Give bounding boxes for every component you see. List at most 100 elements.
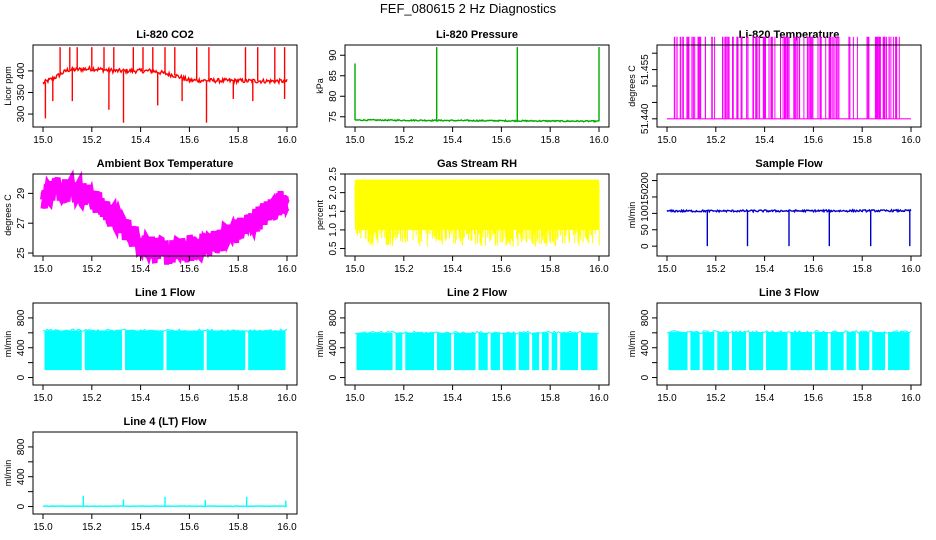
x-tick-label: 15.4 [755, 264, 775, 275]
x-tick-label: 15.0 [33, 135, 53, 146]
y-tick-label: 0 [640, 243, 651, 249]
y-tick-label: 0 [16, 374, 27, 380]
series-p9 [666, 329, 912, 371]
panel-p9: Line 3 Flow 15.0 15.2 15.4 15.6 15.8 16.0 0 400 8… [627, 287, 922, 404]
series-line [40, 169, 290, 259]
y-tick-label: 51.440 [640, 103, 651, 134]
x-tick-label: 15.4 [131, 135, 151, 146]
series-block [872, 332, 886, 371]
series-block [44, 330, 82, 371]
x-tick-label: 15.2 [394, 393, 414, 404]
x-tick-label: 16.0 [901, 135, 921, 146]
plot-frame [32, 173, 298, 257]
panel-p8: Line 2 Flow 15.0 15.2 15.4 15.6 15.8 16.0 0 400 8… [315, 287, 610, 404]
series-top [42, 328, 288, 333]
series-block [830, 332, 844, 371]
panel-title: Line 1 Flow [135, 287, 195, 299]
plot-frame [32, 44, 298, 128]
x-tick-label: 15.6 [804, 135, 824, 146]
series-block [356, 332, 393, 371]
series-p3 [667, 36, 911, 120]
series-block [248, 330, 286, 371]
y-axis-label: percent [315, 199, 325, 230]
panel-p10: Line 4 (LT) Flow 15.0 15.2 15.4 15.6 15.8 16.0… [3, 416, 298, 533]
y-tick-label: 350 [16, 84, 27, 101]
x-tick-label: 15.0 [345, 264, 365, 275]
y-axis-label: ml/min [3, 331, 13, 358]
x-tick-label: 15.6 [492, 135, 512, 146]
series-block [454, 332, 476, 371]
y-tick-label: 400 [16, 339, 27, 356]
y-axis-label: ml/min [627, 331, 637, 358]
x-tick-label: 16.0 [277, 135, 297, 146]
series-block [478, 332, 488, 371]
series-block [502, 332, 516, 371]
y-tick-label: 90 [328, 49, 339, 61]
x-tick-label: 15.2 [706, 135, 726, 146]
x-tick-label: 16.0 [589, 393, 609, 404]
panel-p2: Li-820 Pressure 15.0 15.2 15.4 15.6 15.8 16.0 7… [315, 29, 610, 146]
series-block [731, 332, 747, 371]
series-block [668, 332, 688, 371]
y-tick-label: 0 [16, 503, 27, 509]
x-tick-label: 15.6 [180, 264, 200, 275]
x-tick-label: 15.6 [180, 135, 200, 146]
y-tick-label: 51.455 [640, 54, 651, 85]
y-tick-label: 800 [328, 309, 339, 326]
x-tick-label: 15.2 [706, 264, 726, 275]
x-tick-label: 15.0 [345, 393, 365, 404]
series-p4 [40, 169, 290, 266]
series-p10 [42, 495, 288, 508]
y-axis-label: kPa [315, 78, 325, 94]
x-tick-label: 15.2 [82, 522, 102, 533]
x-tick-label: 15.4 [131, 264, 151, 275]
y-tick-label: 800 [16, 309, 27, 326]
panel-p6: Sample Flow 15.0 15.2 15.4 15.6 15.8 16.0 0 50 10… [627, 158, 922, 275]
x-tick-label: 15.6 [180, 522, 200, 533]
series-block [551, 332, 558, 371]
y-tick-label: 1.5 [328, 204, 339, 218]
x-tick-label: 15.0 [657, 264, 677, 275]
y-tick-label: 27 [16, 217, 27, 229]
panel-p1: Li-820 CO2 15.0 15.2 15.4 15.6 15.8 16.0 300 350… [3, 29, 298, 146]
series-block [846, 332, 856, 371]
y-tick-label: 800 [640, 309, 651, 326]
series-block [814, 332, 828, 371]
plot-frame [32, 431, 298, 515]
panel-p7: Line 1 Flow 15.0 15.2 15.4 15.6 15.8 16.0 0 400 8… [3, 287, 298, 404]
series-p2 [354, 47, 600, 123]
x-tick-label: 15.0 [657, 393, 677, 404]
x-tick-label: 15.4 [443, 393, 463, 404]
panel-p5: Gas Stream RH 15.0 15.2 15.4 15.6 15.8 16.0 0.5… [315, 158, 610, 275]
y-tick-label: 0.5 [328, 241, 339, 255]
x-tick-label: 15.6 [492, 264, 512, 275]
y-tick-label: 80 [328, 90, 339, 102]
plot-frame [344, 173, 610, 257]
series-block [206, 330, 246, 371]
series-block [858, 332, 870, 371]
panel-title: Sample Flow [755, 158, 823, 170]
series-block [395, 332, 403, 371]
x-tick-label: 15.8 [228, 264, 248, 275]
series-block [490, 332, 500, 371]
x-tick-label: 15.0 [33, 264, 53, 275]
plot-frame [344, 44, 610, 128]
y-tick-label: 29 [16, 187, 27, 199]
series-block [436, 332, 452, 371]
y-axis-label: degrees C [627, 65, 637, 107]
series-block [888, 332, 910, 371]
series-p6 [666, 208, 912, 247]
plot-frame [656, 173, 922, 257]
series-block [702, 332, 715, 371]
y-axis-label: ml/min [315, 331, 325, 358]
series-block [532, 332, 539, 371]
series-block [541, 332, 549, 371]
y-axis-label: ml/min [3, 460, 13, 487]
x-tick-label: 16.0 [589, 264, 609, 275]
y-tick-label: 85 [328, 70, 339, 82]
y-tick-label: 2.5 [328, 167, 339, 181]
x-tick-label: 15.2 [394, 135, 414, 146]
series-block [580, 332, 598, 371]
series-block [717, 332, 729, 371]
